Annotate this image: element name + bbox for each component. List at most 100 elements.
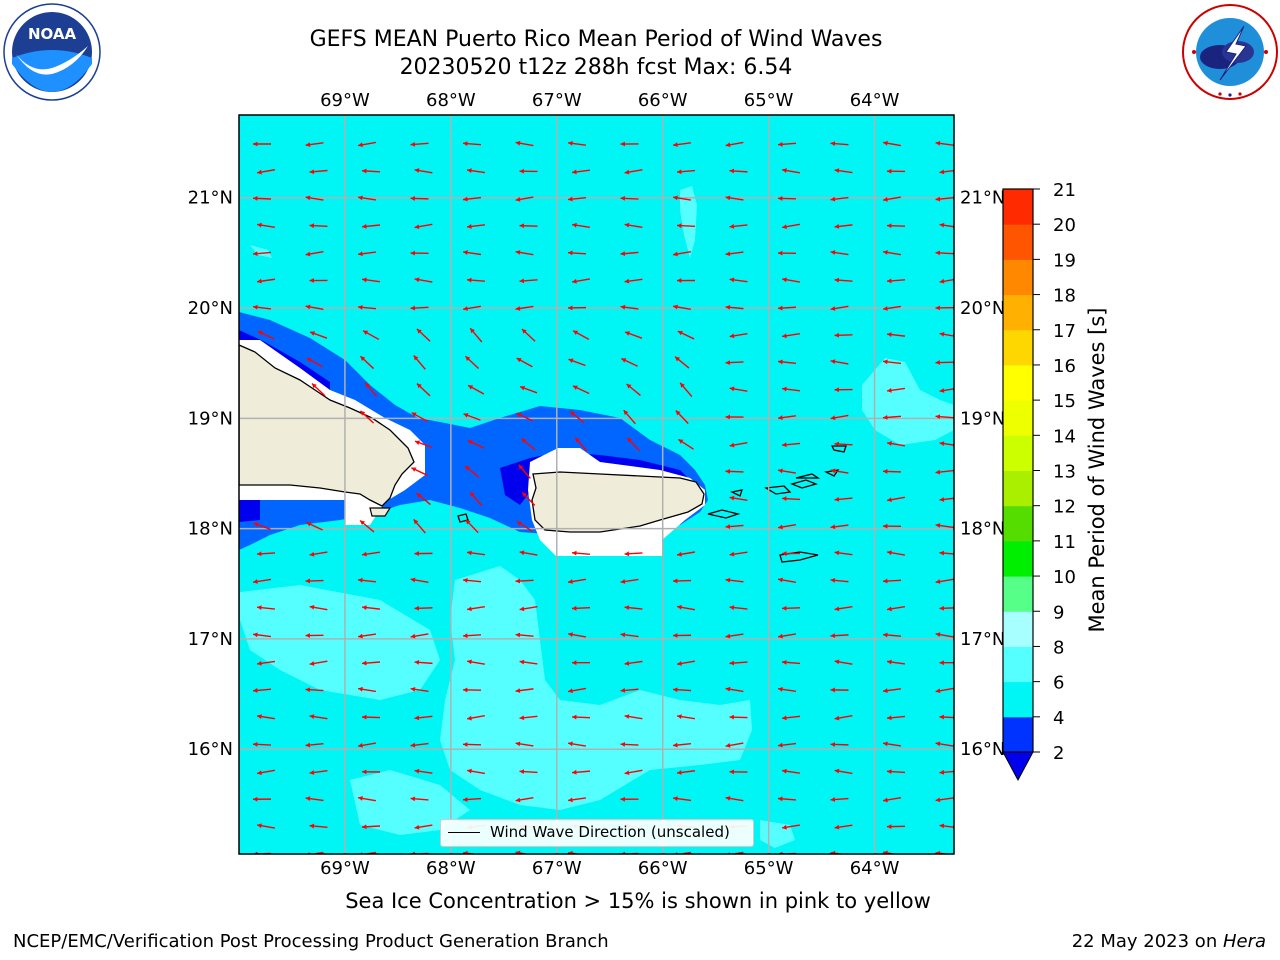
- wave-arrow: [620, 632, 639, 638]
- wave-arrow: [725, 633, 744, 639]
- wave-arrow: [410, 141, 429, 147]
- wave-arrow: [252, 195, 272, 201]
- wave-arrow: [469, 491, 483, 507]
- wave-arrow: [361, 223, 381, 229]
- lat-label-left: 16°N: [188, 739, 233, 760]
- wave-arrow: [309, 604, 328, 611]
- wave-arrow: [358, 796, 376, 802]
- wave-arrow: [410, 196, 429, 201]
- colorbar-tick-label: 16: [1053, 356, 1076, 377]
- wave-arrow: [882, 688, 902, 693]
- wave-arrow: [778, 633, 796, 639]
- wave-arrow: [410, 633, 429, 639]
- wave-arrow: [830, 305, 849, 311]
- wave-arrow: [359, 355, 375, 370]
- wave-arrow: [466, 277, 486, 283]
- wave-arrow: [939, 278, 954, 284]
- wave-arrow: [358, 141, 376, 148]
- wind-wave-arrows: [252, 140, 954, 854]
- wave-arrow: [257, 169, 275, 175]
- lon-label-top: 64°W: [850, 90, 900, 111]
- wave-arrow: [620, 796, 639, 802]
- wave-arrow: [515, 688, 534, 693]
- wave-arrow: [830, 742, 849, 747]
- wave-arrow: [777, 359, 797, 365]
- wave-arrow: [781, 442, 801, 448]
- wave-arrow: [935, 196, 954, 202]
- wave-arrow: [358, 686, 376, 693]
- wave-arrow: [414, 440, 433, 449]
- wave-arrow: [725, 469, 744, 474]
- wave-arrow: [571, 769, 591, 775]
- wave-arrow: [834, 768, 853, 775]
- wave-arrow: [777, 250, 797, 256]
- wave-arrow: [309, 169, 328, 175]
- colorbar-tick-label: 12: [1053, 497, 1076, 518]
- colorbar-tick-label: 6: [1053, 673, 1064, 694]
- wave-arrow: [515, 578, 534, 584]
- wave-arrow: [305, 633, 324, 638]
- colorbar-segment: [1003, 716, 1033, 753]
- wave-arrow: [462, 141, 482, 147]
- wave-arrow: [567, 141, 587, 146]
- wave-arrow: [887, 550, 905, 556]
- wave-arrow: [410, 796, 429, 802]
- wave-arrow: [462, 577, 482, 583]
- colorbar-segment: [1003, 400, 1033, 436]
- wave-arrow: [935, 578, 954, 584]
- lat-label-right: 20°N: [960, 298, 1005, 319]
- wave-arrow: [883, 196, 901, 202]
- wave-arrow: [414, 659, 433, 665]
- colorbar-segment: [1003, 294, 1033, 331]
- wave-arrow: [257, 769, 275, 776]
- wave-arrow: [676, 714, 696, 720]
- wave-arrow: [571, 660, 591, 666]
- title-line-2: 20230520 t12z 288h fcst Max: 6.54: [399, 55, 793, 80]
- wave-arrow: [939, 388, 954, 393]
- wave-arrow: [834, 496, 853, 502]
- wave-arrow: [519, 223, 538, 229]
- wave-arrow: [935, 469, 954, 475]
- wave-arrow: [729, 332, 748, 339]
- wave-arrow: [672, 142, 692, 148]
- wave-arrow: [568, 632, 586, 638]
- wave-arrow: [411, 467, 428, 477]
- wave-arrow: [361, 168, 381, 174]
- wave-arrow: [935, 360, 954, 365]
- wave-arrow: [414, 168, 433, 174]
- wave-arrow: [939, 605, 954, 611]
- lat-label-right: 21°N: [960, 188, 1005, 209]
- wave-arrow: [834, 606, 853, 612]
- wave-arrow: [305, 796, 324, 802]
- wave-arrow: [519, 769, 538, 774]
- wave-arrow: [357, 251, 377, 257]
- wave-arrow: [467, 384, 485, 395]
- wave-arrow: [309, 660, 328, 666]
- lon-label-top: 67°W: [532, 90, 582, 111]
- wave-arrow: [939, 550, 954, 556]
- legend: Wind Wave Direction (unscaled): [440, 819, 754, 847]
- noaa-logo: NOAA: [3, 3, 101, 101]
- wave-arrow: [361, 660, 381, 666]
- wave-arrow: [519, 550, 538, 556]
- wave-arrow: [414, 605, 433, 611]
- wave-arrow: [309, 551, 328, 557]
- small-islands: [457, 445, 847, 563]
- wave-arrow: [362, 330, 380, 341]
- lat-label-left: 19°N: [188, 408, 233, 429]
- wave-arrow: [414, 824, 433, 830]
- colorbar-tick-label: 17: [1053, 321, 1076, 342]
- wave-arrow: [830, 359, 849, 365]
- wave-arrow: [515, 196, 534, 202]
- wave-arrow: [624, 660, 643, 666]
- wave-arrow: [568, 358, 586, 367]
- wave-arrow: [414, 551, 433, 556]
- wave-arrow: [568, 741, 586, 747]
- wave-arrow: [252, 741, 272, 747]
- lon-label-bottom: 67°W: [532, 858, 582, 879]
- wave-arrow: [882, 359, 902, 365]
- wave-arrow: [729, 495, 748, 502]
- wave-arrow: [675, 410, 689, 424]
- colorbar-segment: [1003, 364, 1033, 401]
- wave-arrow: [672, 687, 692, 693]
